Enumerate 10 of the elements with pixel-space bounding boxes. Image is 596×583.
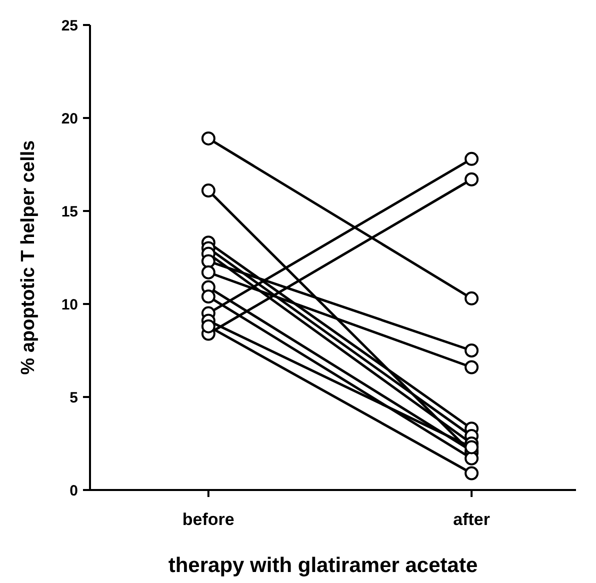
y-tick-label: 5: [70, 389, 78, 406]
y-tick-label: 0: [70, 482, 78, 500]
x-axis-title: therapy with glatiramer acetate: [168, 554, 478, 577]
y-tick-label: 20: [61, 110, 78, 128]
x-tick-label: before: [182, 510, 234, 529]
y-tick-label: 10: [61, 296, 78, 314]
y-tick-label: 15: [61, 203, 78, 220]
y-axis-title: % apoptotic T helper cells: [18, 140, 39, 375]
x-tick-label: after: [453, 510, 490, 529]
y-tick-label: 25: [61, 17, 78, 34]
